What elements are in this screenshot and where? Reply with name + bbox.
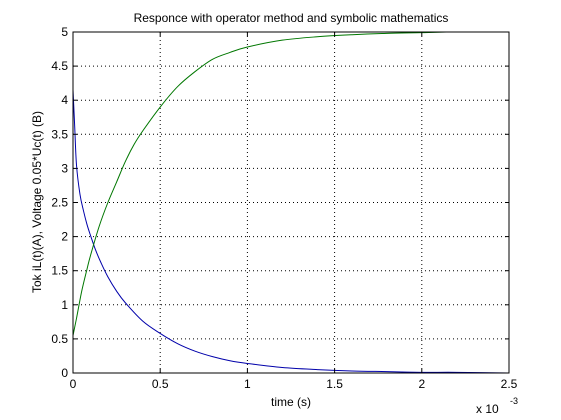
y-tick-label: 3 (61, 161, 68, 175)
plot-area (73, 32, 509, 373)
x-tick-label: 0.5 (152, 377, 169, 391)
y-tick-label: 5 (61, 25, 68, 39)
y-tick-label: 4 (61, 93, 68, 107)
x-tick-label: 0 (70, 377, 77, 391)
y-tick-label: 0.5 (51, 332, 68, 346)
series-line-voltage (72, 31, 447, 336)
x-tick-label: 1 (244, 377, 251, 391)
chart-title: Responce with operator method and symbol… (134, 11, 449, 25)
series-layer (72, 31, 510, 374)
y-tick-label: 2 (61, 230, 68, 244)
y-tick-label: 0 (61, 366, 68, 380)
x-tick-label: 2.5 (501, 377, 518, 391)
series-line-current (72, 89, 510, 374)
y-tick-label: 1 (61, 298, 68, 312)
y-axis-label: Tok iL(t)(A), Voltage 0.05*Uc(t) (B) (30, 111, 44, 293)
y-tick-label: 1.5 (51, 264, 68, 278)
x-axis-label: time (s) (271, 395, 311, 409)
x-axis-exponent-power: -3 (510, 396, 518, 406)
y-tick-label: 2.5 (51, 196, 68, 210)
y-tick-label: 4.5 (51, 59, 68, 73)
ticks: 0 0.5 1 1.5 2 2.5 0 0.5 1 1.5 2 2.5 3 3.5 4 4.5 5 (51, 25, 517, 391)
x-tick-label: 2 (418, 377, 425, 391)
y-tick-label: 3.5 (51, 127, 68, 141)
grid (73, 32, 509, 373)
x-tick-label: 1.5 (326, 377, 343, 391)
x-axis-exponent: x 10 (476, 402, 499, 416)
